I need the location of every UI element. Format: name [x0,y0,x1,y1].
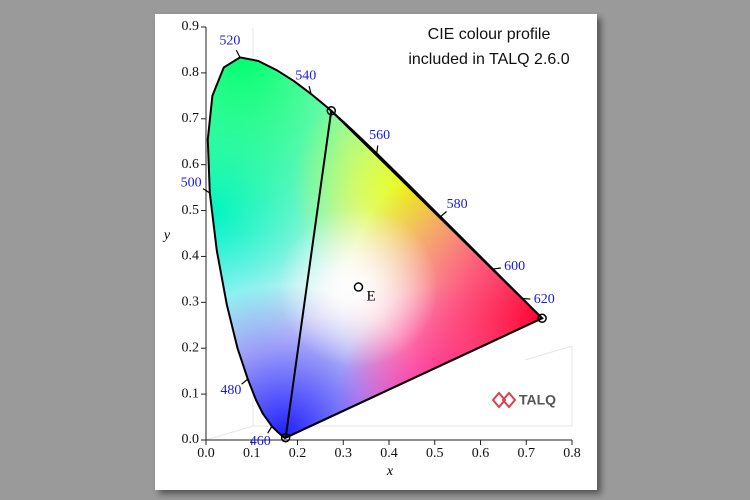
x-tick-label: 0.4 [380,446,398,461]
wavelength-label: 520 [219,34,240,49]
wavelength-tick [492,267,501,270]
wavelength-tick [235,49,241,58]
wavelength-label: 620 [534,292,555,307]
y-tick-label: 0.8 [182,65,200,80]
logo: TALQ [491,391,556,409]
wavelength-label: 540 [295,69,316,84]
wavelength-tick [241,378,249,385]
wavelength-tick [308,85,312,95]
y-tick-label: 0.4 [182,249,200,264]
x-tick-label: 0.3 [335,446,353,461]
x-tick-label: 0.7 [518,446,536,461]
x-tick-label: 0.0 [197,446,215,461]
wavelength-tick [440,211,447,218]
y-tick-label: 0.3 [182,295,200,310]
gamut-fill [207,57,543,438]
point [280,432,291,443]
logo-text: TALQ [519,392,556,408]
y-tick-label: 0.7 [182,111,200,126]
y-tick-label: 0.5 [182,203,200,218]
wavelength-label: 460 [250,434,271,449]
chart: CIE colour profile included in TALQ 2.6.… [162,19,581,479]
y-tick-label: 0.9 [182,19,200,34]
y-axis-label: y [162,228,171,243]
x-tick-label: 0.6 [472,446,490,461]
wavelength-label: 500 [181,176,202,191]
wavelength-label: 560 [369,128,390,143]
y-tick-label: 0.1 [182,386,200,401]
point-label: E [366,288,375,304]
y-tick-label: 0.6 [182,157,200,172]
x-tick-label: 0.2 [289,446,307,461]
point [353,282,364,292]
wavelength-label: 480 [220,383,241,398]
chart-card: CIE colour profile included in TALQ 2.6.… [155,14,597,490]
wavelength-tick [267,426,273,434]
wavelength-label: 580 [447,197,468,212]
point [537,313,547,324]
x-tick-label: 0.5 [426,446,444,461]
wavelength-label: 600 [504,259,525,274]
wavelength-tick [522,297,531,300]
wavelength-tick [202,188,211,194]
wavelength-tick [376,145,379,154]
annotation: included in TALQ 2.6.0 [408,51,569,68]
x-tick-label: 0.8 [563,446,581,461]
annotation: CIE colour profile [428,26,551,43]
x-axis-label: x [386,464,394,479]
point [326,106,337,116]
x-tick-label: 0.1 [243,446,261,461]
gamut-triangle [284,108,544,440]
y-tick-label: 0.0 [182,432,200,447]
y-tick-label: 0.2 [182,340,200,355]
